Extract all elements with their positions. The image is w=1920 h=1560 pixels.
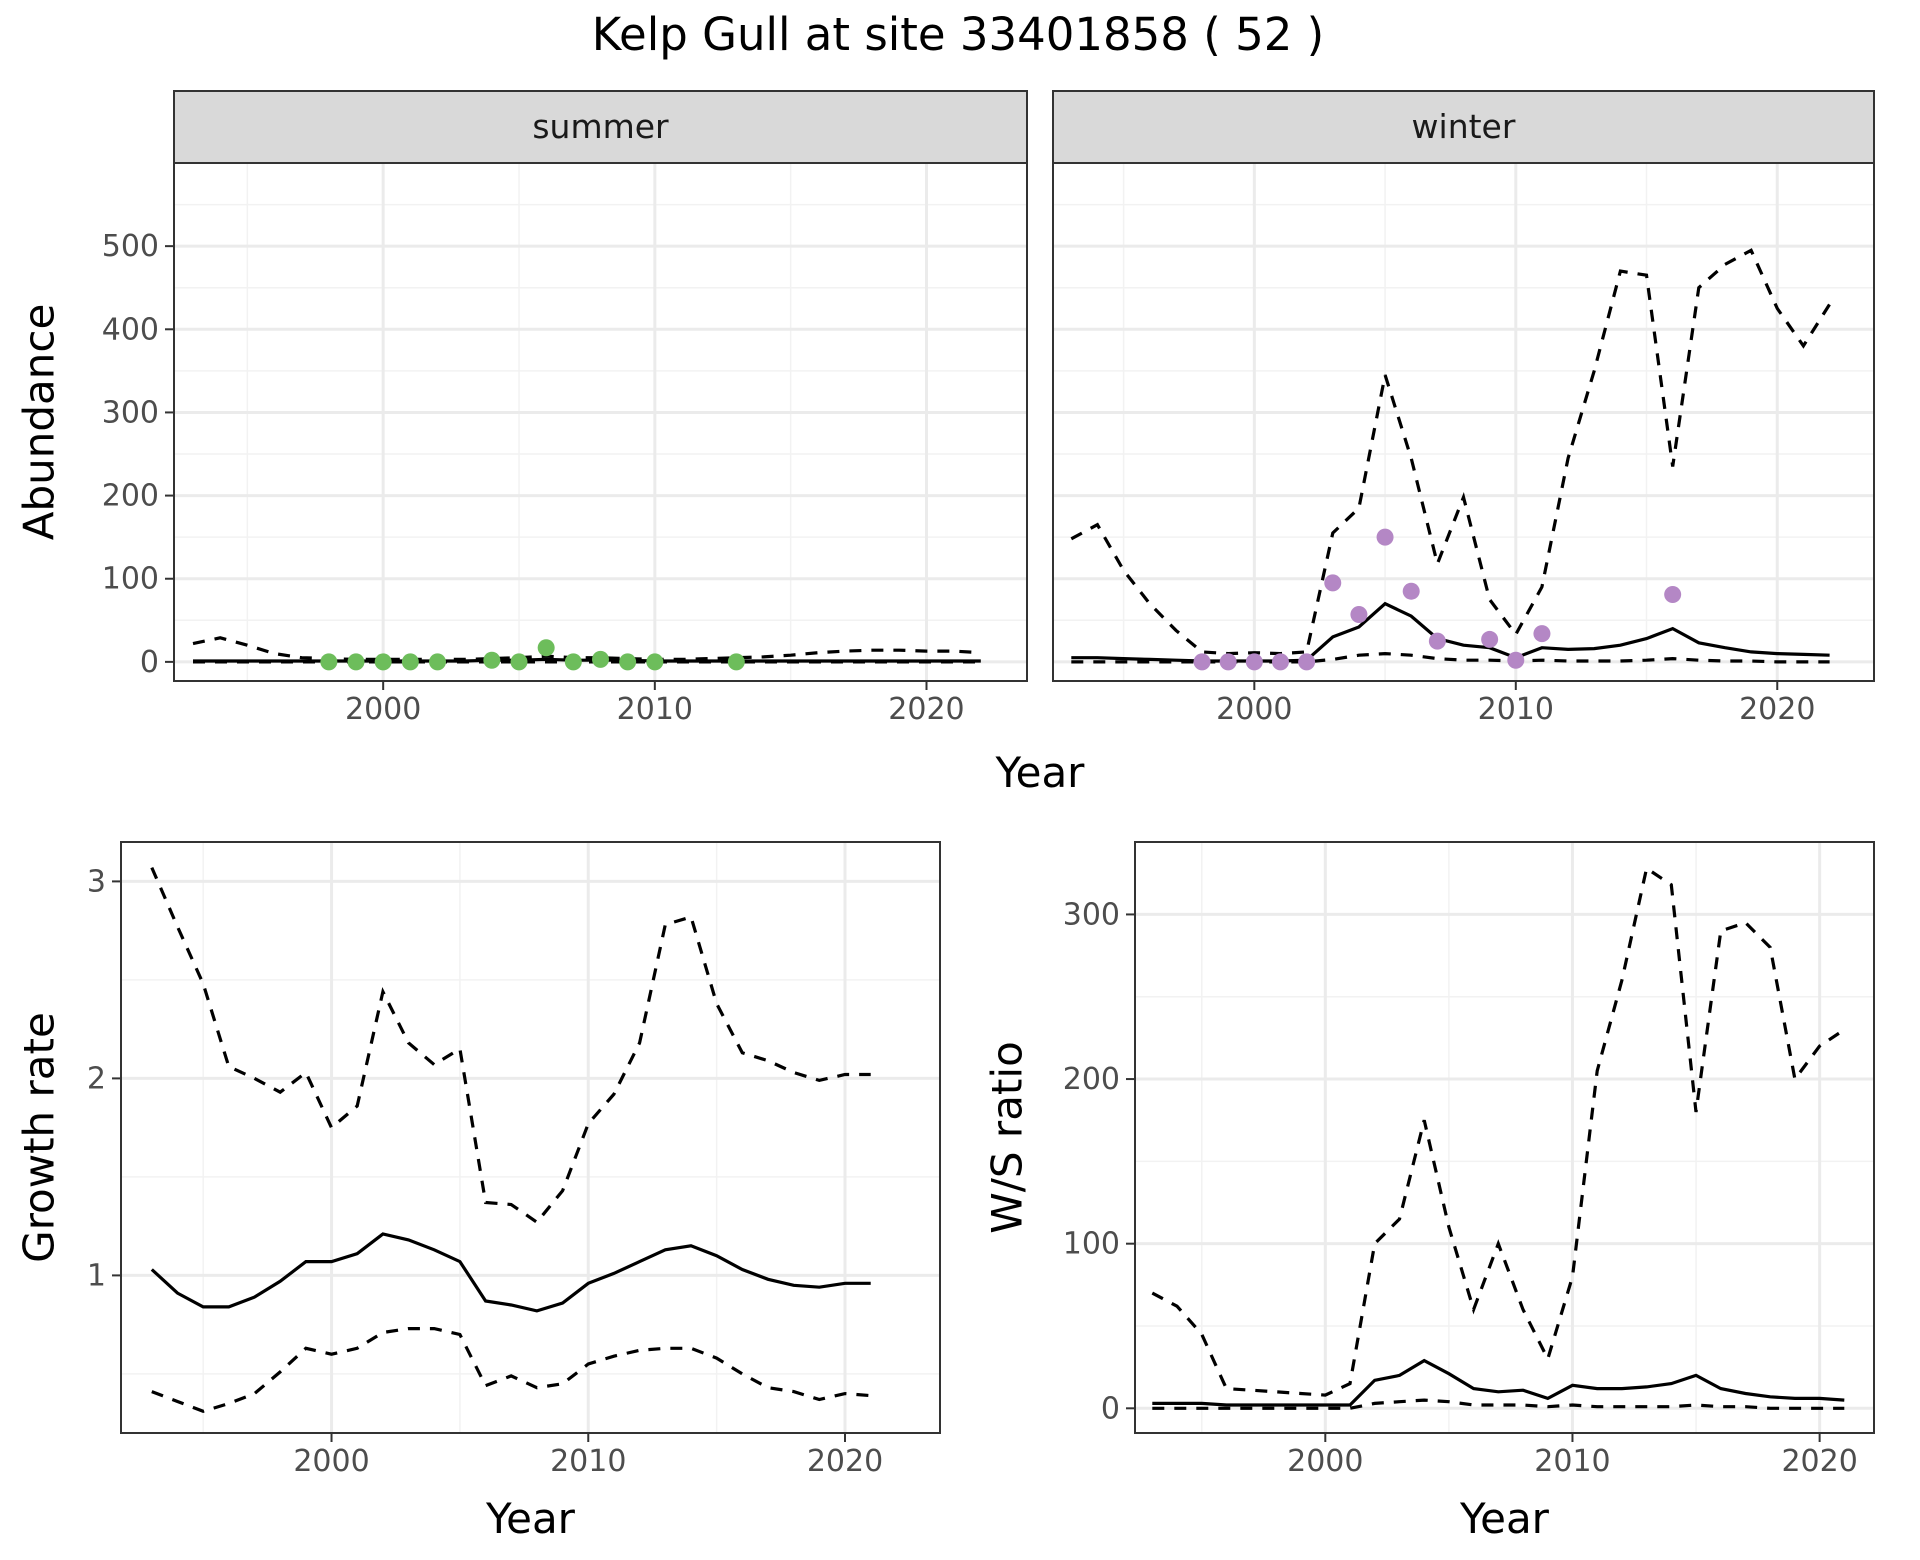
- facet-strip-label: summer: [532, 107, 669, 146]
- data-point: [320, 653, 338, 671]
- series-line-lower: [1071, 651, 1830, 664]
- x-axis-title: Year: [485, 1494, 576, 1543]
- data-point: [1193, 653, 1211, 671]
- data-point: [727, 653, 745, 671]
- winter-panel: winter 2000 2010 2020: [1052, 90, 1875, 727]
- series-line-estimate: [1152, 1358, 1845, 1407]
- y-tick-label: 0: [1101, 1391, 1120, 1426]
- y-tick-label: 200: [102, 479, 159, 514]
- y-tick-label: 300: [102, 395, 159, 430]
- data-point: [1271, 653, 1289, 671]
- data-point: [347, 653, 365, 671]
- series-line-upper: [1151, 865, 1846, 1397]
- data-point: [564, 653, 582, 671]
- data-point: [1298, 653, 1316, 671]
- data-point: [1481, 630, 1499, 648]
- data-point: [374, 653, 392, 671]
- x-tick-label: 2010: [550, 1444, 626, 1479]
- data-point: [592, 650, 609, 668]
- panel-border: [1134, 841, 1875, 1434]
- data-point: [1664, 586, 1682, 604]
- summer-panel: summer 2000 2010 2020 0 100 200 300 400 500 Abunda…: [15, 90, 1028, 727]
- panel-border: [120, 841, 941, 1434]
- ws-ratio-panel: 2000 2010 2020 0 100 200 300 W/S ratio Year: [983, 841, 1875, 1543]
- y-tick-label: 300: [1063, 897, 1120, 932]
- x-tick-label: 2020: [888, 692, 964, 727]
- data-point: [1245, 653, 1263, 671]
- series-line-lower: [1152, 1398, 1845, 1410]
- data-point: [646, 653, 664, 671]
- y-tick-label: 1: [87, 1258, 106, 1293]
- y-tick-label: 3: [87, 864, 106, 899]
- series-line-lower: [151, 1327, 871, 1413]
- y-tick-label: 200: [1063, 1062, 1120, 1097]
- y-tick-label: 2: [87, 1061, 106, 1096]
- facet-strip: [1052, 90, 1875, 164]
- x-tick-label: 2010: [617, 692, 693, 727]
- x-tick-label: 2020: [807, 1444, 883, 1479]
- data-point: [1507, 651, 1525, 669]
- facet-strip-label: winter: [1412, 107, 1516, 146]
- data-point: [401, 653, 419, 671]
- y-axis-title: Abundance: [15, 304, 64, 541]
- data-point: [1350, 605, 1368, 623]
- data-point: [1428, 632, 1446, 650]
- x-tick-label: 2000: [1216, 692, 1292, 727]
- y-tick-label: 100: [102, 562, 159, 597]
- data-point: [429, 653, 447, 671]
- series-line-estimate: [150, 1232, 871, 1313]
- x-tick-label: 2000: [345, 692, 421, 727]
- data-point: [1402, 582, 1420, 600]
- x-axis-title: Year: [1459, 1494, 1550, 1543]
- y-tick-label: 400: [102, 312, 159, 347]
- y-tick-label: 0: [140, 645, 159, 680]
- x-tick-label: 2010: [1478, 692, 1554, 727]
- data-point: [483, 651, 501, 669]
- data-point: [1219, 653, 1237, 671]
- data-point: [619, 653, 637, 671]
- growth-rate-panel: 2000 2010 2020 1 2 3 Growth rate Year: [15, 841, 941, 1543]
- y-axis-title: Growth rate: [15, 1012, 64, 1263]
- x-tick-label: 2010: [1534, 1444, 1610, 1479]
- data-point: [1533, 625, 1551, 643]
- data-point: [1376, 528, 1394, 546]
- top-x-axis-title: Year: [995, 748, 1086, 797]
- data-point: [537, 639, 555, 657]
- series-line-upper: [1070, 248, 1831, 656]
- x-tick-label: 2020: [1739, 692, 1815, 727]
- data-point: [1324, 574, 1342, 592]
- x-tick-label: 2020: [1781, 1444, 1857, 1479]
- main-title: Kelp Gull at site 33401858 ( 52 ): [592, 8, 1324, 61]
- y-axis-title: W/S ratio: [983, 1041, 1032, 1234]
- series-line-upper: [150, 866, 871, 1225]
- y-tick-label: 500: [102, 229, 159, 264]
- y-tick-label: 100: [1063, 1227, 1120, 1262]
- data-point: [510, 653, 528, 671]
- x-tick-label: 2000: [293, 1444, 369, 1479]
- x-tick-label: 2000: [1287, 1444, 1363, 1479]
- facet-strip: [173, 90, 1028, 164]
